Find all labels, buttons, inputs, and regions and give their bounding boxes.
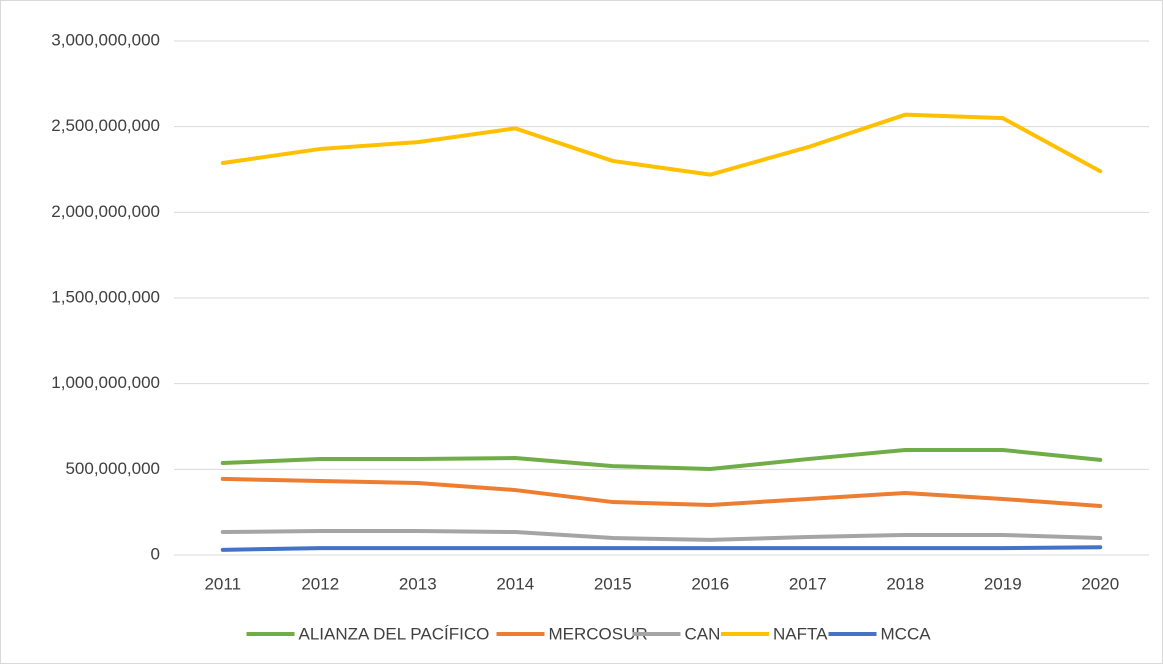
x-tick-label: 2013 [399, 574, 437, 593]
y-tick-label: 1,000,000,000 [51, 373, 160, 392]
series-line [220, 476, 1103, 508]
x-tick-label: 2017 [789, 574, 827, 593]
y-tick-label: 1,500,000,000 [51, 287, 160, 306]
x-tick-label: 2020 [1081, 574, 1119, 593]
y-tick-label: 3,000,000,000 [51, 30, 160, 49]
x-tick-label: 2015 [594, 574, 632, 593]
x-tick-label: 2019 [984, 574, 1022, 593]
legend-label: MCCA [881, 624, 932, 643]
y-tick-label: 500,000,000 [65, 459, 160, 478]
x-tick-label: 2018 [886, 574, 924, 593]
y-tick-label: 0 [151, 544, 160, 563]
legend-label: MERCOSUR [549, 624, 648, 643]
legend-label: NAFTA [773, 624, 828, 643]
legend-label: ALIANZA DEL PACÍFICO [299, 624, 490, 643]
x-tick-label: 2011 [204, 574, 241, 593]
x-tick-label: 2016 [691, 574, 729, 593]
x-tick-label: 2012 [301, 574, 339, 593]
series-line [220, 529, 1103, 542]
series-line [220, 112, 1103, 177]
x-tick-label: 2014 [496, 574, 534, 593]
series-line [220, 545, 1103, 552]
y-tick-label: 2,000,000,000 [51, 202, 160, 221]
series-line [220, 447, 1103, 471]
legend-label: CAN [685, 624, 721, 643]
y-tick-label: 2,500,000,000 [51, 116, 160, 135]
